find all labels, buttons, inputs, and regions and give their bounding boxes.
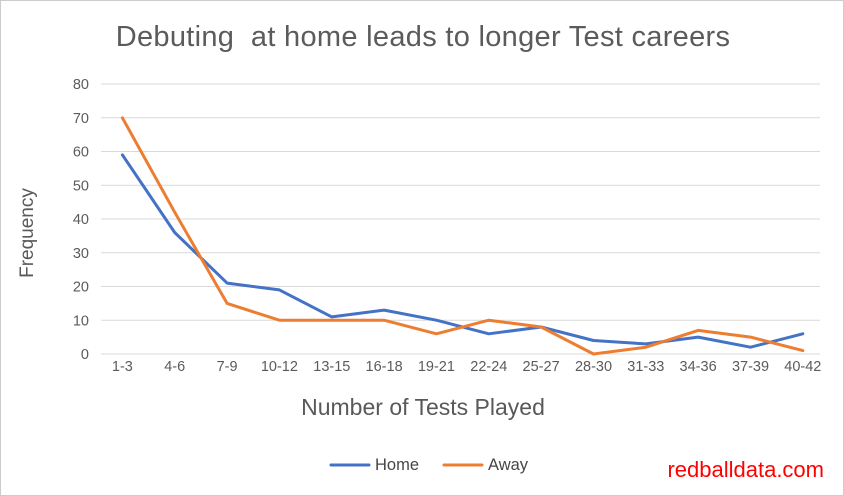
svg-text:22-24: 22-24 <box>470 359 507 375</box>
svg-text:10-12: 10-12 <box>261 359 298 375</box>
svg-text:20: 20 <box>73 280 89 296</box>
svg-text:1-3: 1-3 <box>112 359 133 375</box>
svg-text:Home: Home <box>375 456 419 474</box>
svg-text:25-27: 25-27 <box>523 359 560 375</box>
svg-text:Frequency: Frequency <box>17 188 38 278</box>
svg-text:40-42: 40-42 <box>784 359 821 375</box>
svg-text:37-39: 37-39 <box>732 359 769 375</box>
svg-text:7-9: 7-9 <box>217 359 238 375</box>
svg-text:10: 10 <box>73 313 89 329</box>
svg-text:80: 80 <box>73 77 89 93</box>
svg-text:40: 40 <box>73 212 89 228</box>
svg-text:19-21: 19-21 <box>418 359 455 375</box>
svg-text:Number of Tests Played: Number of Tests Played <box>301 394 545 420</box>
svg-text:28-30: 28-30 <box>575 359 612 375</box>
svg-text:31-33: 31-33 <box>627 359 664 375</box>
svg-text:34-36: 34-36 <box>680 359 717 375</box>
svg-text:16-18: 16-18 <box>366 359 403 375</box>
svg-text:50: 50 <box>73 178 89 194</box>
svg-text:Away: Away <box>488 456 529 474</box>
svg-text:0: 0 <box>81 347 89 363</box>
svg-text:70: 70 <box>73 111 89 127</box>
svg-text:13-15: 13-15 <box>313 359 350 375</box>
svg-text:4-6: 4-6 <box>164 359 185 375</box>
svg-text:30: 30 <box>73 246 89 262</box>
svg-text:60: 60 <box>73 145 89 161</box>
